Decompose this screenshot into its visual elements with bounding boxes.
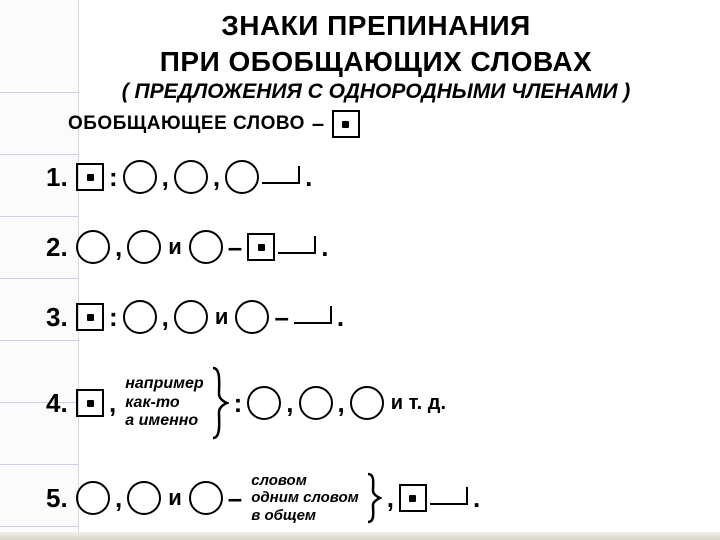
square-icon	[76, 303, 104, 331]
content-area: ЗНАКИ ПРЕПИНАНИЯ ПРИ ОБОБЩАЮЩИХ СЛОВАХ (…	[40, 6, 712, 540]
circle-icon	[189, 481, 223, 515]
circle-icon	[247, 386, 281, 420]
circle-icon	[76, 481, 110, 515]
continuation-icon	[262, 166, 300, 184]
pattern-rows: 1. : , , . 2. ,	[46, 148, 712, 536]
brace-icon	[211, 366, 229, 440]
circle-icon	[123, 160, 157, 194]
circle-icon	[127, 230, 161, 264]
pattern-row-3: 3. : , и – .	[46, 288, 712, 346]
continuation-icon	[278, 236, 316, 254]
brace-icon	[366, 472, 382, 524]
continuation-icon	[294, 306, 332, 324]
circle-icon	[174, 300, 208, 334]
worksheet-page: ЗНАКИ ПРЕПИНАНИЯ ПРИ ОБОБЩАЮЩИХ СЛОВАХ (…	[0, 0, 720, 540]
square-icon	[332, 110, 360, 138]
circle-icon	[299, 386, 333, 420]
circle-icon	[350, 386, 384, 420]
circle-icon	[123, 300, 157, 334]
pattern-row-5: 5. , и – словом одним словом в общем	[46, 460, 712, 536]
square-icon	[76, 389, 104, 417]
square-icon	[247, 233, 275, 261]
title-line1: ЗНАКИ ПРЕПИНАНИЯ	[40, 10, 712, 42]
pattern-row-2: 2. , и – .	[46, 218, 712, 276]
subtitle: ( ПРЕДЛОЖЕНИЯ С ОДНОРОДНЫМИ ЧЛЕНАМИ )	[40, 80, 712, 104]
circle-icon	[235, 300, 269, 334]
square-icon	[76, 163, 104, 191]
intro-words-stack: например как-то а именно	[121, 375, 207, 430]
summary-words-stack: словом одним словом в общем	[247, 472, 363, 524]
circle-icon	[76, 230, 110, 264]
square-icon	[399, 484, 427, 512]
circle-icon	[174, 160, 208, 194]
legend: ОБОБЩАЮЩЕЕ СЛОВО –	[68, 110, 712, 138]
legend-text: ОБОБЩАЮЩЕЕ СЛОВО	[68, 113, 305, 135]
title-line2: ПРИ ОБОБЩАЮЩИХ СЛОВАХ	[40, 46, 712, 78]
circle-icon	[127, 481, 161, 515]
pattern-row-4: 4. , например как-то а именно : ,	[46, 358, 712, 448]
circle-icon	[189, 230, 223, 264]
pattern-row-1: 1. : , , .	[46, 148, 712, 206]
continuation-icon	[430, 487, 468, 505]
circle-icon	[225, 160, 259, 194]
page-shadow	[0, 532, 720, 540]
